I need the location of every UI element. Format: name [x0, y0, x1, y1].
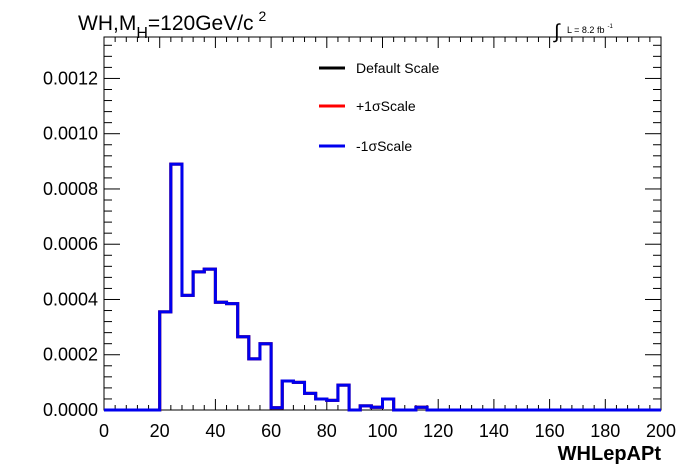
- lumi-text: L = 8.2 fb: [567, 25, 604, 35]
- x-tick-label-100: 100: [367, 421, 397, 441]
- x-tick-label-160: 160: [535, 421, 565, 441]
- x-tick-label-200: 200: [646, 421, 676, 441]
- title-superscript: 2: [259, 8, 267, 24]
- y-tick-label-2: 0.0004: [43, 289, 98, 309]
- y-tick-label-6: 0.0012: [43, 68, 98, 88]
- y-tick-label-3: 0.0006: [43, 234, 98, 254]
- axis-ticks: 0 20 40 60 80 100 120 140 160 180 200 0.0000 0.0002 0…: [43, 37, 676, 441]
- legend-label-plus: +1σScale: [356, 98, 416, 114]
- title-main: WH,M: [78, 12, 136, 35]
- x-tick-label-120: 120: [423, 421, 453, 441]
- histogram-series: [104, 162, 661, 412]
- lumi-integral: ∫: [553, 21, 561, 43]
- y-tick-label-4: 0.0008: [43, 179, 98, 199]
- plot-frame: [103, 36, 662, 411]
- legend-label-minus: -1σScale: [356, 138, 412, 154]
- x-tick-label-60: 60: [261, 421, 281, 441]
- series-line-1: [104, 162, 661, 412]
- title-rest: =120GeV/c: [148, 12, 254, 35]
- x-tick-label-140: 140: [479, 421, 509, 441]
- legend-label-default: Default Scale: [356, 60, 439, 76]
- title-subscript: H: [136, 25, 148, 42]
- y-tick-label-5: 0.0010: [43, 124, 98, 144]
- x-tick-label-40: 40: [205, 421, 225, 441]
- legend: Default Scale +1σScale -1σScale: [319, 60, 439, 154]
- x-tick-label-20: 20: [150, 421, 170, 441]
- x-tick-label-180: 180: [590, 421, 620, 441]
- chart-title: WH,MH=120GeV/c 2: [78, 8, 267, 42]
- lumi-superscript: -1: [607, 24, 613, 30]
- x-axis-label: WHLepAPt: [558, 443, 662, 465]
- x-tick-label-80: 80: [317, 421, 337, 441]
- x-tick-label-0: 0: [99, 421, 109, 441]
- y-tick-label-1: 0.0002: [43, 345, 98, 365]
- series-line-0: [104, 162, 661, 412]
- y-tick-label-0: 0.0000: [43, 400, 98, 420]
- series-line-2: [104, 162, 661, 412]
- lumi-label: L = 8.2 fb -1: [567, 24, 613, 35]
